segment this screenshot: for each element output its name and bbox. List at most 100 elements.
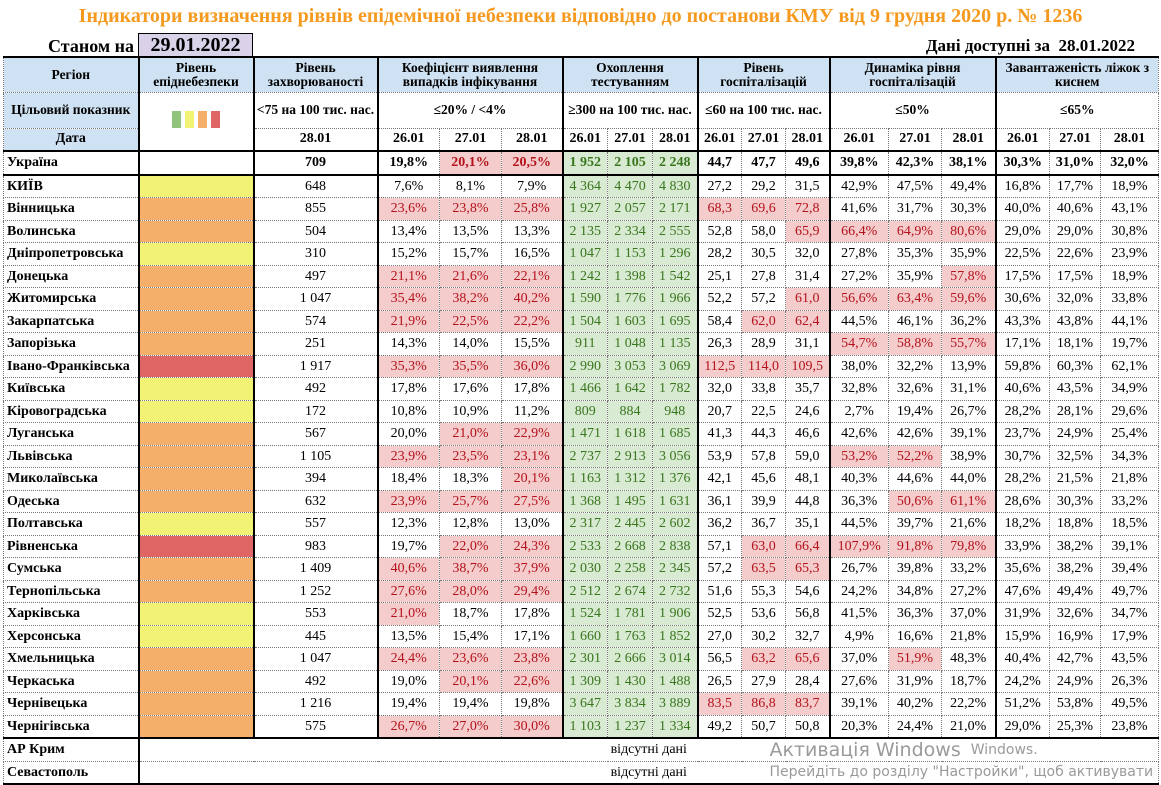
testing-value: 1 906 xyxy=(652,602,698,626)
coef-value: 38,7% xyxy=(439,557,502,581)
incidence-value: 648 xyxy=(252,174,378,198)
header-testing: Охоплення тестуванням xyxy=(561,56,698,93)
hosp-value: 57,8 xyxy=(741,444,786,468)
hosp-value: 31,4 xyxy=(785,264,830,288)
beds-value: 24,9% xyxy=(1049,669,1101,693)
coef-value: 35,4% xyxy=(376,287,440,311)
coef-value: 16,5% xyxy=(501,242,563,266)
hosp-value: 22,5 xyxy=(741,399,786,423)
testing-value: 3 056 xyxy=(652,444,698,468)
dyn-value: 27,2% xyxy=(828,264,889,288)
coef-value: 23,1% xyxy=(501,444,563,468)
table-row: Донецька 497 21,1% 21,6% 22,1% 1 242 1 398 1 54… xyxy=(3,264,1159,288)
hosp-value: 63,2 xyxy=(741,647,786,671)
hosp-value: 35,1 xyxy=(785,512,830,536)
incidence-date: 28.01 xyxy=(252,127,378,152)
testing-value: 2 445 xyxy=(607,512,653,536)
dyn-value: 41,6% xyxy=(828,197,889,221)
coef-value: 37,9% xyxy=(501,557,563,581)
testing-value: 1 852 xyxy=(652,624,698,648)
dyn-value: 32,2% xyxy=(888,354,942,378)
incidence-value: 492 xyxy=(252,669,378,693)
coef-value: 11,2% xyxy=(501,399,563,423)
table-row: АР Крим відсутні дані Активація Windows Win… xyxy=(3,737,1159,762)
dyn-value: 35,3% xyxy=(888,242,942,266)
report-title: Індикатори визначення рівнів епідемічної… xyxy=(78,5,1083,27)
coef-value: 20,1% xyxy=(439,150,502,176)
hosp-value: 51,6 xyxy=(696,579,742,603)
hosp-value: 52,8 xyxy=(696,219,742,243)
testing-value: 1 309 xyxy=(561,669,608,693)
table-row: Тернопільська 1 252 27,6% 28,0% 29,4% 2 512 2 … xyxy=(3,579,1159,603)
target-label: Цільовий показник xyxy=(3,91,139,129)
epidemic-level-cell xyxy=(137,354,254,378)
dyn-value: 38,0% xyxy=(828,354,889,378)
dyn-value: 107,9% xyxy=(828,534,889,558)
table-row: Закарпатська 574 21,9% 22,5% 22,2% 1 504 1 603… xyxy=(3,309,1159,333)
coef-value: 35,5% xyxy=(439,354,502,378)
hosp-value: 28,9 xyxy=(741,332,786,356)
coef-value: 22,2% xyxy=(501,309,563,333)
dyn-value: 40,3% xyxy=(828,467,889,491)
testing-value: 809 xyxy=(561,399,608,423)
coef-value: 13,4% xyxy=(376,219,440,243)
testing-value: 2 171 xyxy=(652,197,698,221)
date-header: 27.01 xyxy=(607,127,653,152)
hosp-value: 65,3 xyxy=(785,557,830,581)
testing-value: 911 xyxy=(561,332,608,356)
testing-value: 2 602 xyxy=(652,512,698,536)
beds-value: 23,8% xyxy=(1100,714,1159,739)
incidence-value: 557 xyxy=(252,512,378,536)
hosp-value: 114,0 xyxy=(741,354,786,378)
testing-value: 2 990 xyxy=(561,354,608,378)
hosp-value: 26,3 xyxy=(696,332,742,356)
testing-value: 1 695 xyxy=(652,309,698,333)
dyn-value: 44,0% xyxy=(941,467,996,491)
testing-value: 1 642 xyxy=(607,377,653,401)
epidemic-level-cell xyxy=(137,377,254,401)
region-name: Житомирська xyxy=(3,287,139,311)
beds-value: 32,5% xyxy=(1049,444,1101,468)
hosp-value: 83,5 xyxy=(696,692,742,716)
testing-value: 2 030 xyxy=(561,557,608,581)
beds-value: 29,6% xyxy=(1100,399,1159,423)
dyn-value: 19,4% xyxy=(888,399,942,423)
date-header: 27.01 xyxy=(439,127,502,152)
coef-value: 10,8% xyxy=(376,399,440,423)
beds-value: 49,7% xyxy=(1100,579,1159,603)
hosp-value: 32,7 xyxy=(785,624,830,648)
region-name: Чернівецька xyxy=(3,692,139,716)
incidence-value: 1 216 xyxy=(252,692,378,716)
coef-value: 12,3% xyxy=(376,512,440,536)
coef-value: 23,9% xyxy=(376,444,440,468)
hosp-value: 59,0 xyxy=(785,444,830,468)
hosp-value: 56,8 xyxy=(785,602,830,626)
dyn-value: 36,2% xyxy=(941,309,996,333)
testing-value: 2 105 xyxy=(607,150,653,176)
hosp-value: 45,6 xyxy=(741,467,786,491)
epidemic-level-cell xyxy=(137,512,254,536)
beds-value: 42,7% xyxy=(1049,647,1101,671)
legend-green xyxy=(172,111,181,129)
beds-value: 32,0% xyxy=(1100,150,1159,176)
hosp-value: 27,0 xyxy=(696,624,742,648)
epidemic-level-cell xyxy=(137,422,254,446)
dyn-value: 53,2% xyxy=(828,444,889,468)
beds-value: 32,6% xyxy=(1049,602,1101,626)
no-data-text: відсутні дані xyxy=(610,742,687,758)
coef-value: 15,5% xyxy=(501,332,563,356)
coef-value: 22,9% xyxy=(501,422,563,446)
testing-value: 3 053 xyxy=(607,354,653,378)
testing-value: 2 555 xyxy=(652,219,698,243)
beds-value: 33,8% xyxy=(1100,287,1159,311)
table-row: Миколаївська 394 18,4% 18,3% 20,1% 1 163 1 312… xyxy=(3,467,1159,491)
coef-value: 19,4% xyxy=(376,692,440,716)
coef-value: 13,0% xyxy=(501,512,563,536)
dyn-value: 58,8% xyxy=(888,332,942,356)
coef-value: 30,0% xyxy=(501,714,563,739)
testing-value: 2 345 xyxy=(652,557,698,581)
table-row: Черкаська 492 19,0% 20,1% 22,6% 1 309 1 430 1 4… xyxy=(3,669,1159,693)
coef-value: 38,2% xyxy=(439,287,502,311)
coef-value: 17,1% xyxy=(501,624,563,648)
beds-value: 40,0% xyxy=(994,197,1050,221)
